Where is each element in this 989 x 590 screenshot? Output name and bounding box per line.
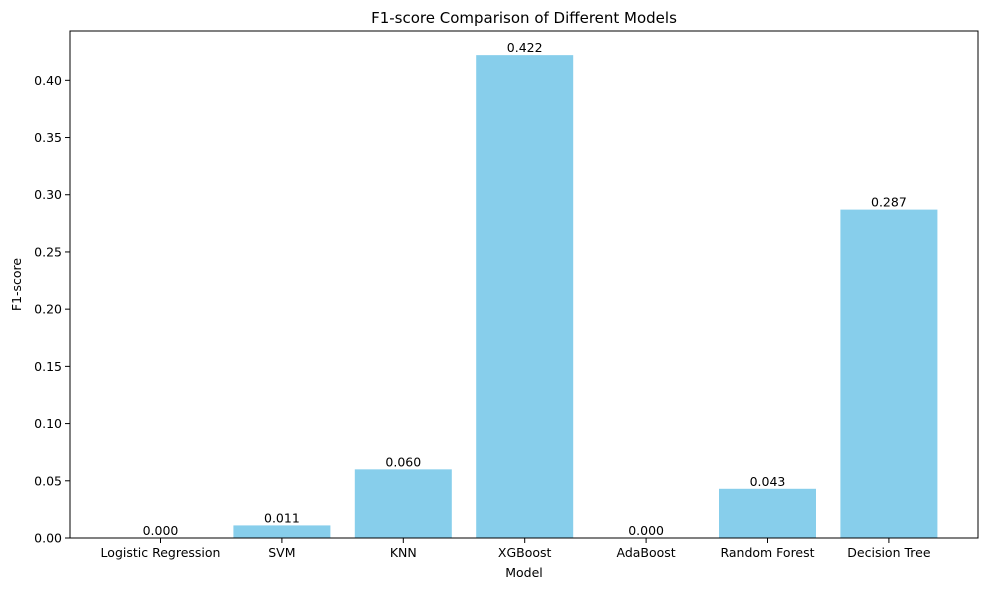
- bars-group: 0.000 0.011 0.060 0.422 0.000 0.043 0.287: [143, 40, 938, 539]
- x-axis-label: Model: [505, 565, 543, 580]
- bar-3: [476, 55, 574, 539]
- x-tick-label-4: AdaBoost: [616, 545, 675, 560]
- bar-value-label-4: 0.000: [628, 523, 664, 538]
- x-tick-label-0: Logistic Regression: [101, 545, 221, 560]
- y-tick-label-1: 0.05: [34, 473, 62, 488]
- y-axis-label: F1-score: [9, 258, 24, 312]
- bar-value-label-6: 0.287: [871, 195, 907, 210]
- y-tick-label-4: 0.20: [34, 302, 62, 317]
- plot-frame: [69, 30, 979, 539]
- x-tick-label-2: KNN: [390, 545, 417, 560]
- y-tick-label-6: 0.30: [34, 187, 62, 202]
- y-axis: 0.00 0.05 0.10 0.15 0.20 0.25 0.30 0.35 0.40: [34, 73, 70, 546]
- y-tick-label-2: 0.10: [34, 416, 62, 431]
- bar-1: [233, 525, 331, 538]
- bar-6: [840, 209, 938, 538]
- bar-2: [354, 469, 452, 538]
- bar-5: [719, 488, 816, 538]
- bar-value-label-3: 0.422: [507, 40, 543, 55]
- y-tick-label-5: 0.25: [34, 244, 62, 259]
- bar-value-label-5: 0.043: [750, 474, 786, 489]
- x-tick-label-5: Random Forest: [720, 545, 814, 560]
- y-tick-label-8: 0.40: [34, 73, 62, 88]
- y-tick-label-0: 0.00: [34, 531, 62, 546]
- x-tick-label-6: Decision Tree: [847, 545, 931, 560]
- bar-value-label-2: 0.060: [385, 454, 421, 469]
- x-tick-label-1: SVM: [268, 545, 295, 560]
- bar-value-label-1: 0.011: [264, 510, 300, 525]
- y-tick-label-3: 0.15: [34, 359, 62, 374]
- x-tick-label-3: XGBoost: [498, 545, 552, 560]
- y-tick-label-7: 0.35: [34, 130, 62, 145]
- chart-title: F1-score Comparison of Different Models: [371, 9, 677, 27]
- bar-value-label-0: 0.000: [143, 523, 179, 538]
- x-axis: Logistic Regression SVM KNN XGBoost AdaBoost…: [101, 538, 931, 560]
